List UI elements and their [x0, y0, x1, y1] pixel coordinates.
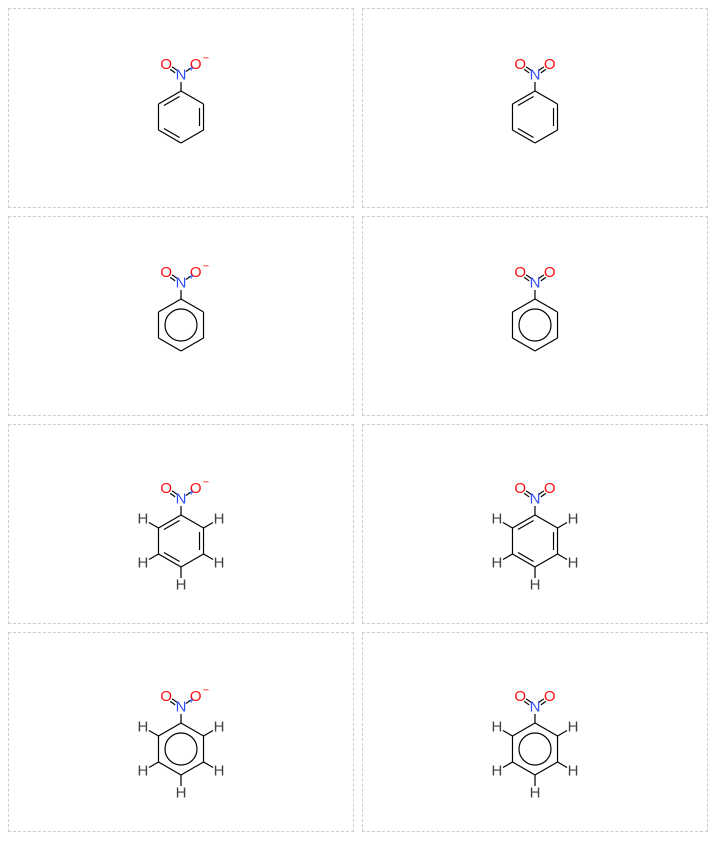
svg-text:H: H [214, 719, 225, 736]
molecule-diagram: NOOHHHHH [435, 429, 635, 619]
molecule-diagram: NOO+−HHHHH [81, 637, 281, 827]
svg-text:H: H [176, 577, 187, 594]
svg-text:O: O [544, 56, 556, 73]
svg-text:O: O [514, 480, 526, 497]
molecule-diagram: NOO+−HHHHH [81, 429, 281, 619]
svg-text:O: O [544, 688, 556, 705]
svg-text:N: N [530, 67, 541, 84]
structure-cell: NOO+− [8, 8, 354, 208]
svg-text:H: H [530, 785, 541, 802]
svg-text:H: H [214, 763, 225, 780]
structure-cell: NOO+−HHHHH [8, 424, 354, 624]
svg-text:H: H [568, 511, 579, 528]
svg-text:−: − [203, 53, 209, 65]
svg-text:O: O [160, 56, 172, 73]
svg-text:H: H [530, 577, 541, 594]
molecule-diagram: NOO+− [81, 221, 281, 411]
structure-cell: NO O [362, 8, 708, 208]
svg-text:+: + [188, 63, 194, 75]
svg-text:H: H [491, 719, 502, 736]
svg-text:+: + [188, 695, 194, 707]
molecule-diagram: NO O [435, 13, 635, 203]
svg-text:H: H [137, 511, 148, 528]
svg-text:O: O [160, 264, 172, 281]
structure-cell: NOO+− [8, 216, 354, 416]
svg-text:H: H [137, 555, 148, 572]
svg-text:N: N [530, 699, 541, 716]
svg-text:H: H [491, 555, 502, 572]
svg-text:N: N [176, 491, 187, 508]
structure-cell: NOOHHHHH [362, 632, 708, 832]
svg-text:+: + [188, 271, 194, 283]
svg-text:H: H [568, 719, 579, 736]
svg-text:N: N [176, 699, 187, 716]
molecule-diagram: NOOHHHHH [435, 637, 635, 827]
svg-text:O: O [514, 56, 526, 73]
svg-text:O: O [544, 480, 556, 497]
structure-cell: NOO+−HHHHH [8, 632, 354, 832]
structure-cell: NO O [362, 216, 708, 416]
svg-text:H: H [568, 763, 579, 780]
svg-text:N: N [530, 275, 541, 292]
svg-text:H: H [137, 763, 148, 780]
svg-text:H: H [137, 719, 148, 736]
svg-text:+: + [188, 487, 194, 499]
molecule-diagram: NO O [435, 221, 635, 411]
svg-text:H: H [491, 763, 502, 780]
svg-text:O: O [514, 688, 526, 705]
svg-text:H: H [568, 555, 579, 572]
molecule-diagram: NOO+− [81, 13, 281, 203]
svg-text:H: H [214, 555, 225, 572]
structure-cell: NOOHHHHH [362, 424, 708, 624]
structure-grid: NOO+−NOONOO+−NOONOO+−HHHHHNOOHHHHHNOO+−H… [8, 8, 708, 832]
svg-text:O: O [160, 480, 172, 497]
svg-text:O: O [514, 264, 526, 281]
svg-text:N: N [176, 275, 187, 292]
svg-text:H: H [176, 785, 187, 802]
svg-text:O: O [544, 264, 556, 281]
svg-text:N: N [530, 491, 541, 508]
svg-text:−: − [203, 685, 209, 697]
svg-text:H: H [491, 511, 502, 528]
svg-text:−: − [203, 477, 209, 489]
svg-text:H: H [214, 511, 225, 528]
svg-text:N: N [176, 67, 187, 84]
svg-text:−: − [203, 261, 209, 273]
svg-text:O: O [160, 688, 172, 705]
